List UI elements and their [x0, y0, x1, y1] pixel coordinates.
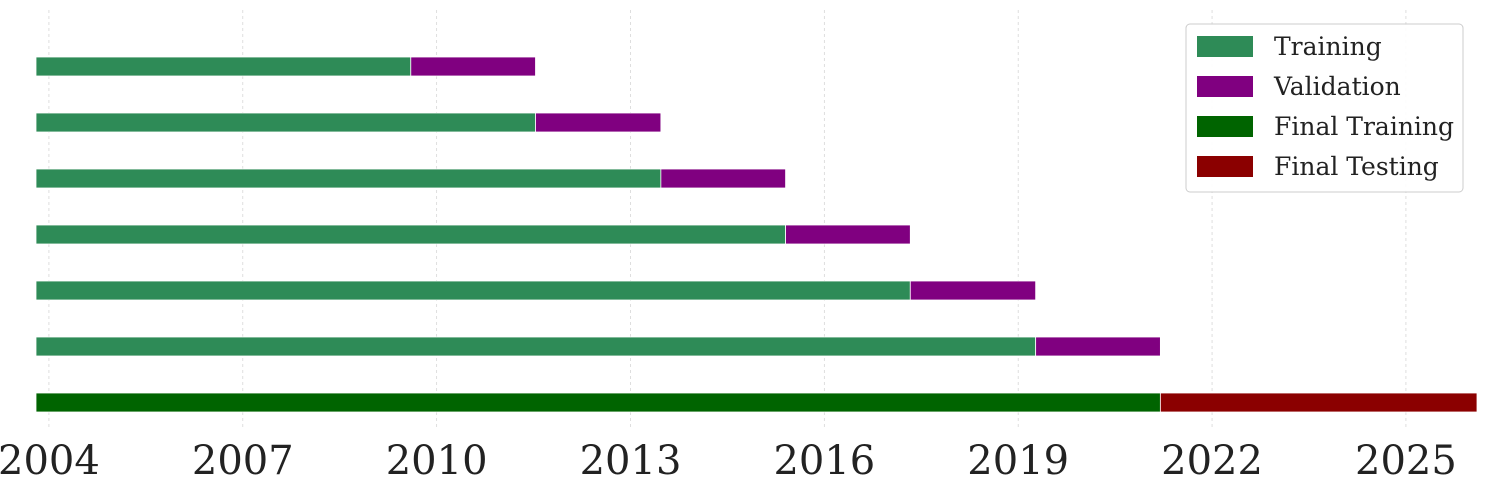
bar-training-row-5 — [35, 336, 1037, 357]
legend-label-final-testing: Final Testing — [1274, 152, 1439, 181]
legend-label-final-training: Final Training — [1274, 112, 1454, 141]
legend-label-training: Training — [1274, 32, 1382, 61]
x-tick-label-2013: 2013 — [580, 438, 682, 484]
bar-validation-row-0 — [410, 56, 536, 77]
bar-training-row-3 — [35, 224, 786, 245]
bars — [35, 56, 1478, 413]
x-tick-label-2007: 2007 — [192, 438, 294, 484]
gridlines — [48, 10, 1407, 428]
x-tick-label-2022: 2022 — [1161, 438, 1263, 484]
legend-swatch-final-training — [1197, 116, 1253, 137]
bar-training-row-1 — [35, 112, 536, 133]
bar-final-testing-row-6 — [1159, 392, 1478, 413]
bar-validation-row-5 — [1035, 336, 1161, 357]
x-tick-label-2016: 2016 — [773, 438, 875, 484]
bar-training-row-2 — [35, 168, 662, 189]
bar-validation-row-2 — [660, 168, 786, 189]
legend-swatch-final-testing — [1197, 156, 1253, 177]
x-tick-label-2010: 2010 — [386, 438, 488, 484]
bar-final-training-row-6 — [35, 392, 1161, 413]
legend-box — [1185, 23, 1464, 193]
x-tick-label-2025: 2025 — [1355, 438, 1457, 484]
legend-swatch-training — [1197, 36, 1253, 57]
bar-validation-row-4 — [909, 280, 1037, 301]
legend: Training Validation Final Training Final Te… — [1185, 23, 1464, 193]
x-tick-label-2004: 2004 — [0, 438, 100, 484]
bar-validation-row-1 — [535, 112, 662, 133]
bar-validation-row-3 — [785, 224, 911, 245]
bar-training-row-0 — [35, 56, 412, 77]
legend-label-validation: Validation — [1273, 72, 1401, 101]
x-tick-label-2019: 2019 — [967, 438, 1069, 484]
legend-swatch-validation — [1197, 76, 1253, 97]
x-axis-ticks: 2004 2007 2010 2013 2016 2019 2022 2025 — [0, 438, 1457, 484]
bar-training-row-4 — [35, 280, 911, 301]
